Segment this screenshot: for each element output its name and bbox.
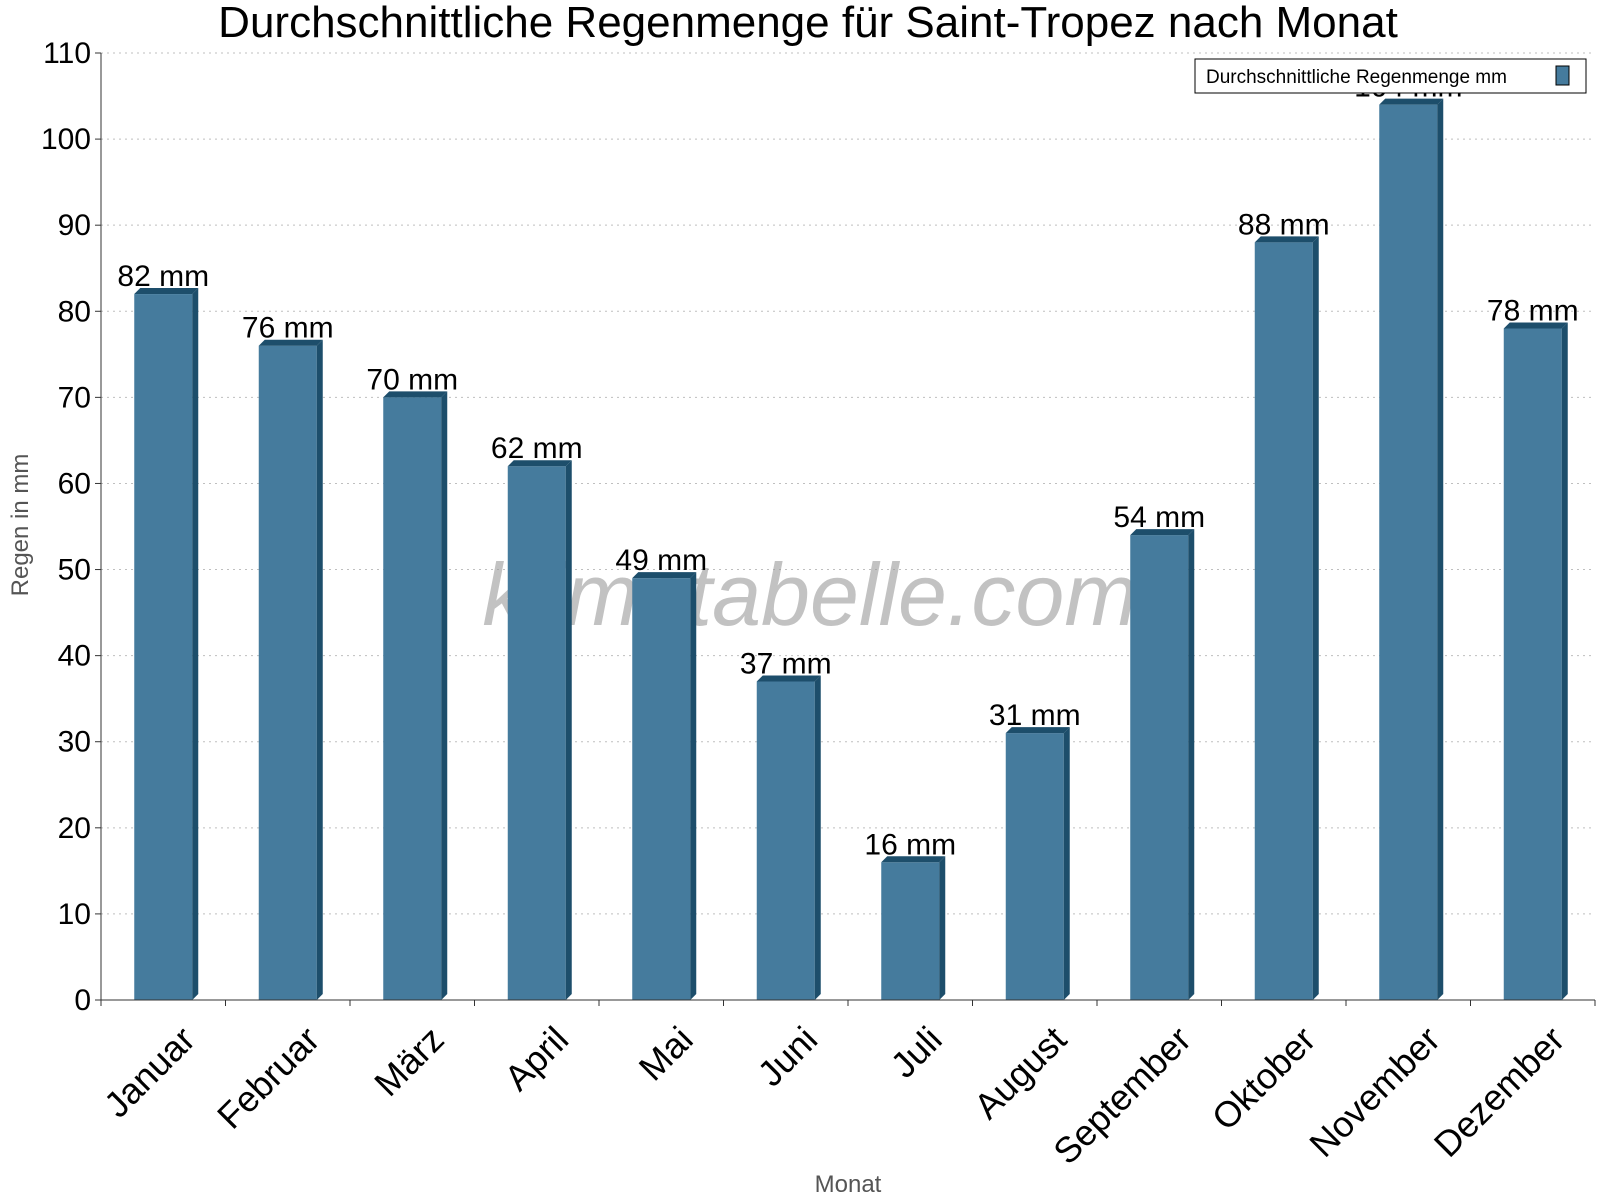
bar-side [690, 572, 697, 1000]
y-tick-label: 40 [58, 640, 91, 673]
y-tick-label: 60 [58, 467, 91, 500]
data-label: 54 mm [1113, 501, 1205, 534]
x-tick-label: Juli [883, 1018, 950, 1085]
data-label: 82 mm [117, 260, 209, 293]
bar [632, 572, 697, 1000]
data-label: 78 mm [1487, 294, 1579, 327]
bar-top [756, 675, 821, 682]
bar-top [1379, 98, 1444, 105]
bar [1254, 236, 1319, 1000]
bar-front [507, 466, 566, 1001]
bar-top [134, 288, 199, 295]
data-labels: 82 mm 76 mm 70 mm 62 mm 49 mm 37 mm 16 mm 31 mm… [117, 71, 1578, 862]
x-axis-label: Monat [815, 1171, 882, 1198]
x-tick-label: Februar [209, 1018, 327, 1136]
legend: Durchschnittliche Regenmenge mm [1194, 58, 1587, 94]
legend-box [1194, 58, 1587, 94]
data-label: 70 mm [366, 363, 458, 396]
bar-top [1130, 529, 1195, 536]
y-tick-label: 0 [74, 984, 91, 1017]
bar [881, 856, 946, 1000]
bar-side [441, 391, 448, 1000]
bar-front [756, 681, 815, 1000]
bar-side [1312, 236, 1319, 1000]
bar-front [383, 397, 442, 1000]
watermark-text: klimatabelle.com [482, 545, 1137, 644]
bar [1503, 322, 1568, 1000]
x-tick-label: Juni [750, 1018, 826, 1094]
data-label: 76 mm [242, 312, 334, 345]
bar-top [507, 460, 572, 467]
data-label: 49 mm [615, 544, 707, 577]
bar-side [1063, 727, 1070, 1000]
bar-side [814, 675, 821, 1000]
bar-front [1379, 104, 1438, 1001]
bar-front [258, 345, 317, 1000]
y-tick-label: 10 [58, 898, 91, 931]
bar [756, 675, 821, 1000]
axes [95, 52, 1596, 1006]
x-tick-label: Januar [96, 1018, 203, 1125]
x-tick-label: Oktober [1204, 1018, 1324, 1138]
bar-side [192, 288, 199, 1000]
bar [1005, 727, 1070, 1000]
bar [134, 288, 199, 1000]
bars [134, 98, 1568, 1001]
bar-side [1188, 529, 1195, 1000]
data-label: 88 mm [1238, 208, 1330, 241]
y-tick-label: 20 [58, 812, 91, 845]
bar-front [881, 862, 940, 1000]
gridlines [101, 52, 1595, 915]
bar-top [632, 572, 697, 579]
chart-title: Durchschnittliche Regenmenge für Saint-T… [218, 0, 1398, 47]
y-tick-label: 80 [58, 295, 91, 328]
bar-front [1503, 328, 1562, 1000]
y-tick-label: 50 [58, 554, 91, 587]
legend-swatch [1555, 65, 1570, 86]
bar [1130, 529, 1195, 1000]
bar-side [939, 856, 946, 1000]
bar-top [258, 339, 323, 346]
legend-label: Durchschnittliche Regenmenge mm [1206, 67, 1507, 88]
x-tick-label: August [966, 1018, 1074, 1126]
bar-side [565, 460, 572, 1001]
bar [507, 460, 572, 1001]
data-label: 16 mm [864, 828, 956, 861]
bar-front [134, 294, 193, 1000]
data-label: 62 mm [491, 432, 583, 465]
bar-front [1254, 242, 1313, 1000]
bar-top [1005, 727, 1070, 734]
x-tick-label: November [1301, 1018, 1447, 1164]
bar-front [632, 578, 691, 1000]
x-tick-label: Mai [631, 1018, 701, 1088]
bar-side [1561, 322, 1568, 1000]
y-tick-label: 30 [58, 726, 91, 759]
bar-front [1130, 535, 1189, 1000]
x-tick-label: Dezember [1426, 1018, 1572, 1164]
x-tick-label: April [496, 1018, 576, 1098]
bar-side [316, 339, 323, 1000]
data-label: 37 mm [740, 647, 832, 680]
y-tick-label: 100 [41, 123, 91, 156]
y-tick-label: 70 [58, 381, 91, 414]
y-axis-label: Regen in mm [7, 454, 34, 597]
bar-top [1503, 322, 1568, 329]
bar-top [1254, 236, 1319, 243]
y-tick-label: 110 [43, 37, 91, 70]
bar [258, 339, 323, 1000]
x-tick-label: März [366, 1018, 452, 1104]
bar-top [881, 856, 946, 863]
bar [1379, 98, 1444, 1001]
y-tick-label: 90 [58, 209, 91, 242]
data-label: 31 mm [989, 699, 1081, 732]
bar-side [1437, 98, 1444, 1001]
bar-front [1005, 733, 1064, 1000]
bar [383, 391, 448, 1000]
bar-top [383, 391, 448, 398]
